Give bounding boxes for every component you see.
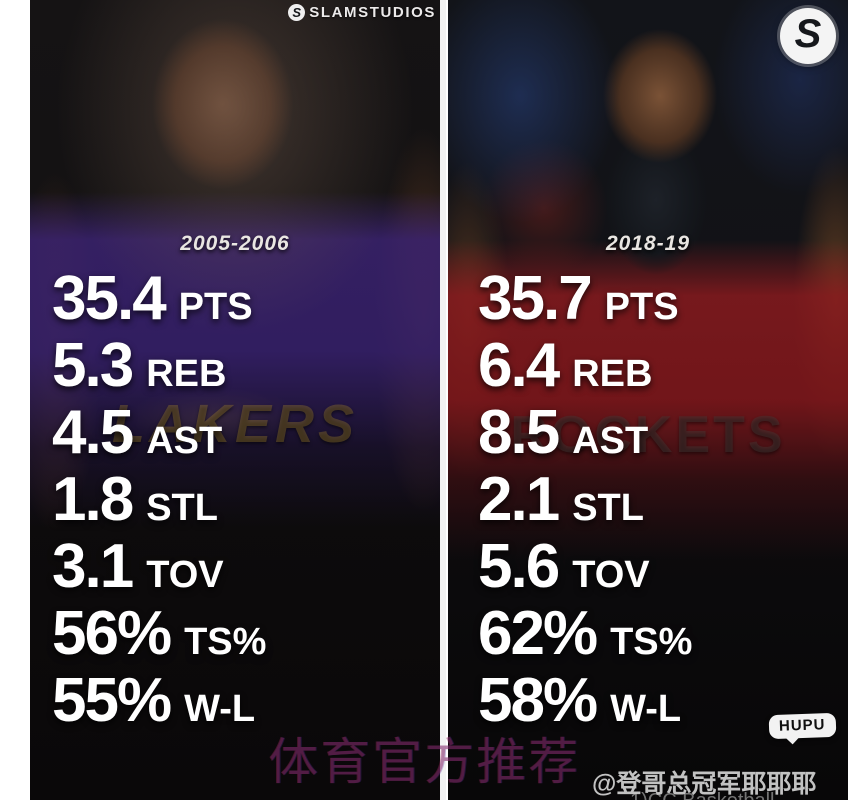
stat-row: 35.7 PTS [448, 268, 848, 335]
stat-label: TS% [184, 621, 267, 663]
stat-label: TS% [610, 621, 693, 663]
stat-value: 4.5 [52, 398, 134, 467]
stat-value: 58% [478, 666, 598, 735]
player-panel-right: ROCKETS S 2018-19 35.7 PTS 6.4 REB 8.5 A… [448, 0, 848, 800]
slamstudios-label: SLAMSTUDIOS [309, 4, 436, 21]
stat-row: 6.4 REB [448, 335, 848, 402]
stat-label: STL [146, 487, 218, 529]
stat-label: W-L [184, 688, 256, 730]
stat-label: W-L [610, 688, 682, 730]
stat-row: 35.4 PTS [30, 268, 440, 335]
stat-value: 6.4 [478, 331, 560, 400]
player-panel-left: LAKERS SLAMSTUDIOS 2005-2006 35.4 PTS 5.… [30, 0, 440, 800]
stat-label: REB [146, 353, 227, 395]
player-photo-kobe [30, 0, 440, 800]
stat-label: PTS [604, 286, 679, 328]
watermark-bottom-partial: 1)CC Basketball [630, 790, 775, 800]
slamstudios-s-icon [288, 4, 306, 21]
stat-row: 62% TS% [448, 603, 848, 670]
stat-value: 5.3 [52, 331, 134, 400]
stat-label: TOV [572, 554, 650, 596]
hupu-badge: HUPU [769, 712, 837, 740]
stat-value: 62% [478, 599, 598, 668]
stat-value: 8.5 [478, 398, 560, 467]
stat-row: 4.5 AST [30, 402, 440, 469]
season-label-right: 2018-19 [605, 232, 691, 255]
circle-logo-glyph: S [794, 12, 822, 56]
stat-value: 5.6 [478, 532, 560, 601]
season-label-left: 2005-2006 [180, 232, 290, 255]
stat-value: 35.7 [478, 264, 593, 333]
watermark-handle: @登哥总冠军耶耶耶 [592, 770, 817, 798]
stat-row: 5.3 REB [30, 335, 440, 402]
slamstudios-wordmark: SLAMSTUDIOS [288, 4, 436, 21]
stat-row: 58% W-L [448, 670, 848, 737]
stat-row: 5.6 TOV [448, 536, 848, 603]
stat-row: 56% TS% [30, 603, 440, 670]
stat-label: STL [572, 487, 644, 529]
stat-label: AST [572, 420, 649, 462]
slamstudios-circle-logo-icon: S [780, 8, 836, 64]
stat-value: 55% [52, 666, 172, 735]
panel-divider [440, 0, 446, 800]
stat-label: PTS [178, 286, 253, 328]
stat-label: REB [572, 353, 653, 395]
stat-list-right: 35.7 PTS 6.4 REB 8.5 AST 2.1 STL 5.6 TOV… [448, 268, 848, 737]
stat-label: TOV [146, 554, 224, 596]
stat-value: 2.1 [478, 465, 560, 534]
team-wordmark-lakers: LAKERS [111, 394, 358, 454]
stat-row: 1.8 STL [30, 469, 440, 536]
stat-value: 1.8 [52, 465, 134, 534]
player-photo-harden [448, 0, 848, 800]
stat-value: 3.1 [52, 532, 134, 601]
stat-value: 56% [52, 599, 172, 668]
stat-row: 3.1 TOV [30, 536, 440, 603]
stat-list-left: 35.4 PTS 5.3 REB 4.5 AST 1.8 STL 3.1 TOV… [30, 268, 440, 737]
stat-value: 35.4 [52, 264, 167, 333]
stat-row: 55% W-L [30, 670, 440, 737]
stat-label: AST [146, 420, 223, 462]
stat-row: 2.1 STL [448, 469, 848, 536]
team-wordmark-rockets: ROCKETS [510, 406, 786, 464]
stat-row: 8.5 AST [448, 402, 848, 469]
